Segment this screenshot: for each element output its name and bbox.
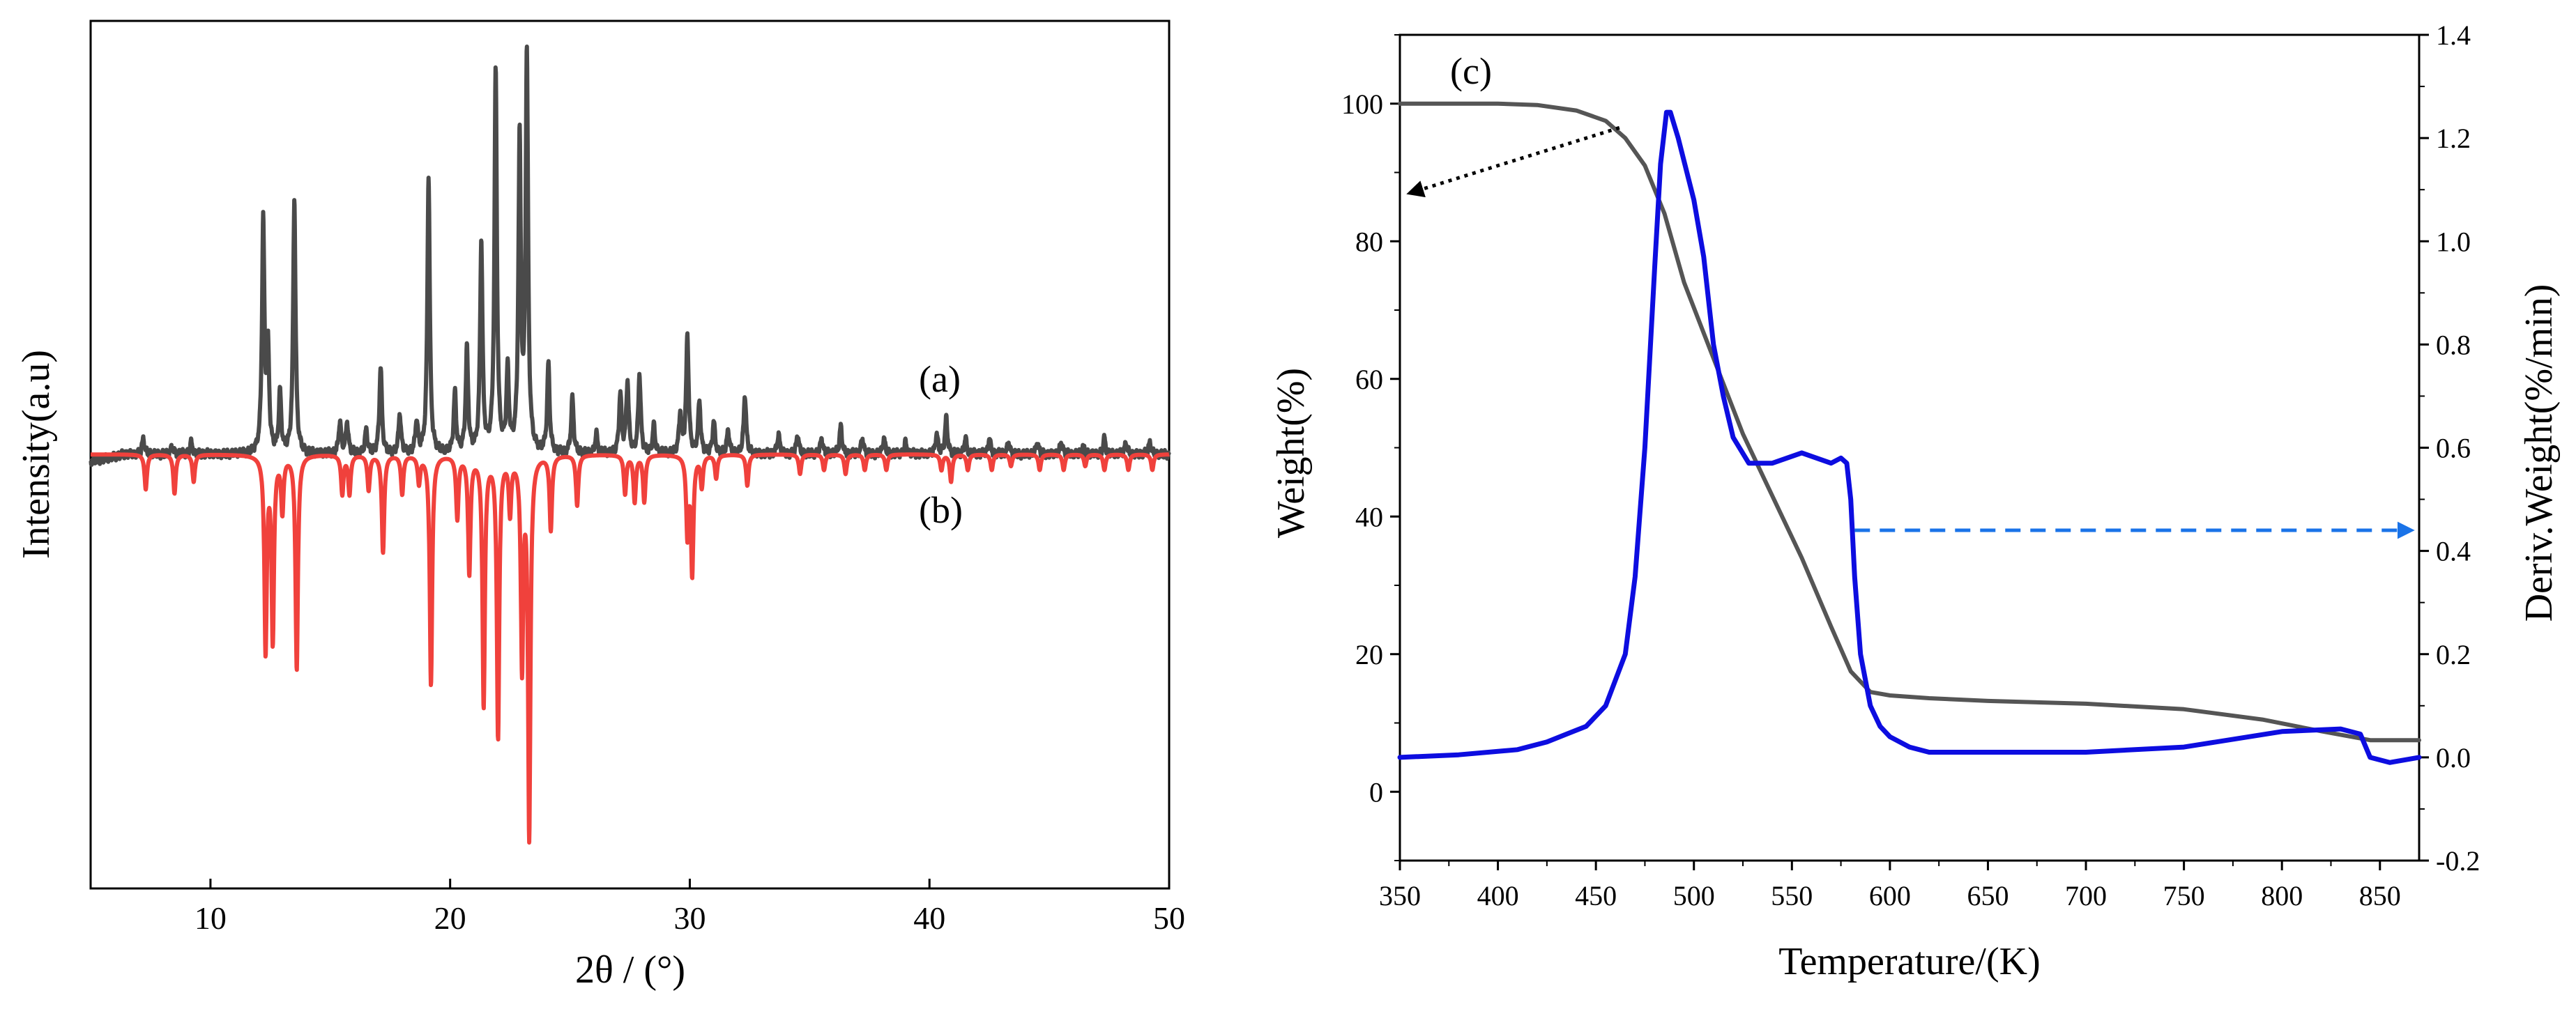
tga-y2-tick-label: 0.4 — [2436, 536, 2471, 567]
tga-y2-tick-label: 1.0 — [2436, 226, 2471, 257]
tga-y-tick-label: 20 — [1355, 639, 1383, 670]
tga-x-axis-title: Temperature/(K) — [1778, 940, 2040, 983]
xrd-annotation-b: (b) — [919, 489, 963, 531]
xrd-x-tick-label: 30 — [673, 900, 706, 936]
tga-y-axis-title: Weight(%) — [1270, 368, 1313, 538]
xrd-series-line-a — [89, 44, 1171, 468]
tga-y-tick-label: 0 — [1369, 776, 1383, 808]
tga-y-tick-label: 60 — [1355, 364, 1383, 395]
tga-plot-frame — [1398, 33, 2421, 862]
tga-weight-line — [1398, 101, 2421, 743]
xrd-plot-frame — [89, 20, 1171, 890]
tga-panel-label: (c) — [1450, 50, 1492, 92]
tga-y2-tick-label: 0.6 — [2436, 433, 2471, 464]
tga-axis-ticks: 350 400 450 500 550 600 650 700 750 800 850 0 20 40 60… — [1341, 20, 2480, 911]
tga-x-tick-label: 700 — [2065, 880, 2107, 911]
tga-y2-tick-label: 0.0 — [2436, 742, 2471, 773]
tga-arrows — [1406, 125, 2415, 539]
tga-deriv-weight-line — [1397, 109, 2422, 765]
xrd-x-tick-label: 50 — [1153, 900, 1185, 936]
tga-y-tick-label: 40 — [1355, 501, 1383, 532]
tga-y-tick-label: 80 — [1355, 226, 1383, 257]
xrd-x-tick-label: 20 — [434, 900, 466, 936]
tga-x-tick-label: 450 — [1575, 880, 1617, 911]
xrd-x-ticks: 10 20 30 40 50 — [195, 879, 1185, 936]
xrd-y-axis-title: Intensity(a.u) — [15, 350, 58, 559]
tga-y-tick-label: 100 — [1341, 88, 1383, 120]
xrd-series-group — [89, 44, 1171, 845]
tga-x-tick-label: 600 — [1869, 880, 1911, 911]
tga-y2-tick-label: 1.4 — [2436, 20, 2471, 51]
tga-x-tick-label: 650 — [1967, 880, 2009, 911]
tga-series-group — [1397, 101, 2422, 765]
tga-x-tick-label: 750 — [2163, 880, 2205, 911]
xrd-x-axis-title: 2θ / (°) — [575, 948, 685, 992]
tga-x-tick-label: 850 — [2359, 880, 2401, 911]
xrd-x-tick-label: 10 — [195, 900, 227, 936]
xrd-x-tick-label: 40 — [913, 900, 945, 936]
tga-y2-tick-label: 0.8 — [2436, 329, 2471, 360]
tga-y2-tick-label: -0.2 — [2436, 845, 2480, 877]
tga-y2-axis-title: Deriv.Weight(%/min) — [2517, 284, 2561, 622]
tga-x-tick-label: 500 — [1673, 880, 1715, 911]
tga-x-tick-label: 800 — [2261, 880, 2303, 911]
xrd-annotation-a: (a) — [919, 358, 961, 400]
xrd-series-line-b — [89, 452, 1171, 845]
tga-panel: 350 400 450 500 550 600 650 700 750 800 850 0 20 40 60… — [1270, 20, 2561, 983]
tga-x-tick-label: 400 — [1477, 880, 1519, 911]
tga-y2-tick-label: 1.2 — [2436, 123, 2471, 154]
xrd-panel: 10 20 30 40 50 (a) (b) 2θ / (°) Intensity(a.… — [15, 20, 1185, 992]
tga-y2-tick-label: 0.2 — [2436, 639, 2471, 670]
tga-weight-axis-arrow — [1406, 125, 1620, 198]
tga-x-tick-label: 550 — [1771, 880, 1813, 911]
tga-x-tick-label: 350 — [1379, 880, 1421, 911]
